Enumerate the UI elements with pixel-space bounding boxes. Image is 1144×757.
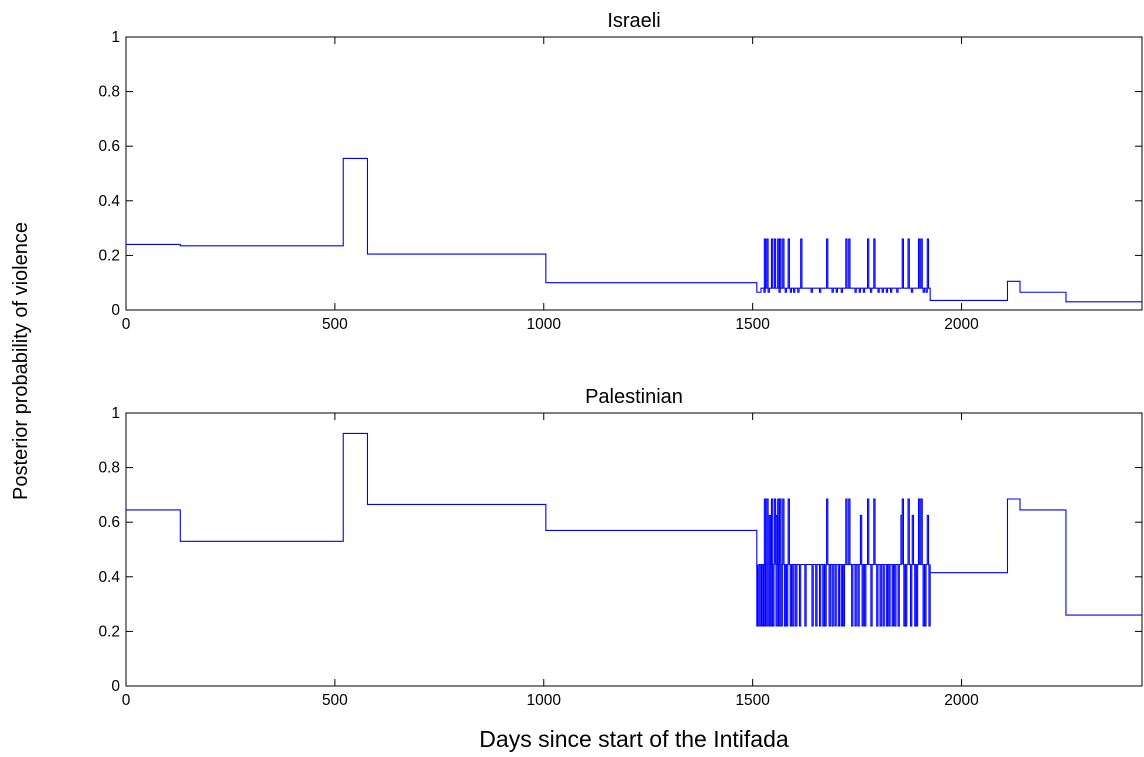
palestinian-x-tick-label: 1000 — [527, 692, 562, 709]
israeli-axes-frame — [125, 36, 1143, 311]
israeli-probability-line — [126, 157, 1142, 303]
figure-y-axis-label: Posterior probability of violence — [10, 222, 32, 500]
israeli-x-tick-label: 1000 — [527, 316, 562, 333]
israeli-x-tick-label: 1500 — [735, 316, 770, 333]
palestinian-y-tick-label: 0.6 — [98, 514, 120, 531]
israeli-y-tick-label: 0 — [111, 302, 120, 319]
palestinian-x-tick-label: 500 — [322, 692, 348, 709]
israeli-y-tick-label: 0.6 — [98, 138, 120, 155]
israeli-panel: 0 500 1000 1500 2000 0 0.2 0.4 0.6 0.8 1 Israeli — [98, 10, 1143, 333]
palestinian-probability-line — [126, 432, 1142, 627]
palestinian-y-tick-label: 0.4 — [98, 569, 120, 586]
israeli-panel-title: Israeli — [607, 10, 660, 32]
figure-x-axis-label: Days since start of the Intifada — [479, 726, 789, 752]
palestinian-y-tick-label: 1 — [111, 405, 120, 422]
israeli-x-tick-label: 0 — [122, 316, 131, 333]
israeli-x-tick-label: 500 — [322, 316, 348, 333]
palestinian-y-tick-label: 0.2 — [98, 623, 120, 640]
israeli-y-tick-label: 0.4 — [98, 193, 120, 210]
palestinian-x-tick-label: 1500 — [735, 692, 770, 709]
palestinian-x-tick-label: 0 — [122, 692, 131, 709]
israeli-y-tick-label: 1 — [111, 29, 120, 46]
palestinian-axes-frame — [125, 412, 1143, 687]
palestinian-panel: 0 500 1000 1500 2000 0 0.2 0.4 0.6 0.8 1 Palestinia… — [98, 386, 1143, 709]
israeli-y-tick-label: 0.2 — [98, 247, 120, 264]
israeli-x-tick-label: 2000 — [944, 316, 979, 333]
palestinian-y-tick-label: 0.8 — [98, 460, 120, 477]
palestinian-y-tick-label: 0 — [111, 678, 120, 695]
palestinian-x-tick-label: 2000 — [944, 692, 979, 709]
israeli-y-tick-label: 0.8 — [98, 84, 120, 101]
palestinian-panel-title: Palestinian — [585, 386, 683, 408]
